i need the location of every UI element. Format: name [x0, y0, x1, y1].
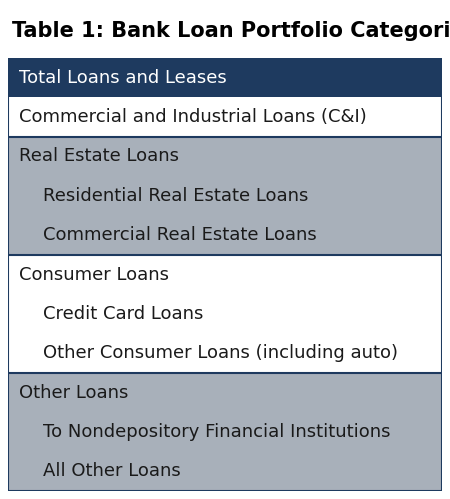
- Bar: [8, 294, 442, 333]
- Text: Total Loans and Leases: Total Loans and Leases: [19, 69, 227, 87]
- Text: Consumer Loans: Consumer Loans: [19, 265, 169, 283]
- Text: Real Estate Loans: Real Estate Loans: [19, 147, 179, 165]
- Bar: [8, 333, 442, 373]
- Bar: [8, 176, 442, 216]
- Text: Other Loans: Other Loans: [19, 384, 128, 402]
- Bar: [8, 97, 442, 137]
- Text: Other Consumer Loans (including auto): Other Consumer Loans (including auto): [43, 344, 398, 362]
- Bar: [8, 255, 442, 294]
- Text: Table 1: Bank Loan Portfolio Categories: Table 1: Bank Loan Portfolio Categories: [13, 21, 450, 41]
- Text: Residential Real Estate Loans: Residential Real Estate Loans: [43, 187, 308, 205]
- Text: All Other Loans: All Other Loans: [43, 462, 180, 481]
- Text: To Nondepository Financial Institutions: To Nondepository Financial Institutions: [43, 423, 390, 441]
- Bar: [8, 137, 442, 176]
- Bar: [8, 58, 442, 97]
- Bar: [8, 452, 442, 491]
- Text: Commercial and Industrial Loans (C&I): Commercial and Industrial Loans (C&I): [19, 108, 367, 126]
- Text: Commercial Real Estate Loans: Commercial Real Estate Loans: [43, 226, 316, 244]
- Bar: [8, 373, 442, 412]
- Bar: [8, 412, 442, 452]
- Bar: [8, 216, 442, 255]
- Text: Credit Card Loans: Credit Card Loans: [43, 305, 203, 323]
